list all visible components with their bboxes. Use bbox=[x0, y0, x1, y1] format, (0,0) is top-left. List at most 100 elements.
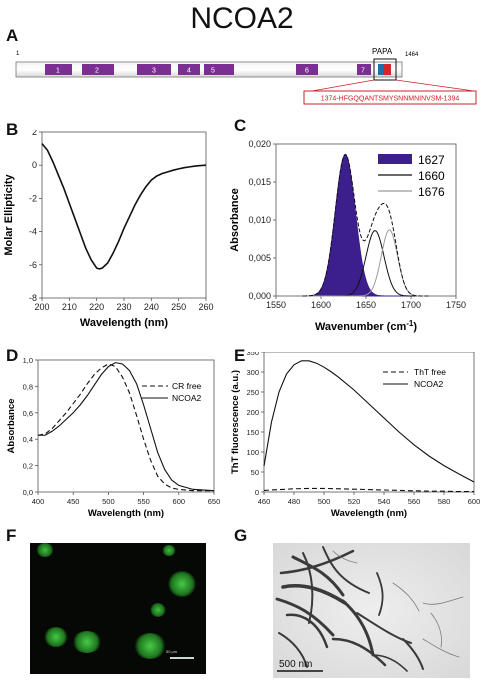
x-tick-label: 400 bbox=[32, 497, 45, 506]
x-axis-label: Wavenumber (cm-1) bbox=[315, 319, 417, 334]
plot-frame bbox=[37, 359, 215, 493]
panel-label-d: D bbox=[6, 346, 19, 365]
zoom-line-left bbox=[311, 79, 375, 92]
y-tick-label: -8 bbox=[29, 293, 37, 303]
tem-micrograph: 500 nm bbox=[273, 543, 470, 678]
x-tick-label: 1600 bbox=[311, 300, 331, 310]
series-ncoa2-line bbox=[263, 360, 475, 483]
domain-6-label: 6 bbox=[305, 68, 309, 75]
legend-label-0: ThT free bbox=[414, 367, 446, 377]
x-tick-label: 600 bbox=[468, 497, 481, 506]
series-tht-free-line bbox=[263, 487, 474, 493]
y-axis-label: Absorbance bbox=[6, 399, 17, 454]
x-tick-label: 540 bbox=[378, 497, 391, 506]
domain-4-label: 4 bbox=[187, 68, 191, 75]
x-tick-label: 1650 bbox=[356, 300, 376, 310]
x-axis-label: Wavelength (nm) bbox=[88, 508, 164, 519]
fluorescence-micrograph: 50 µm bbox=[30, 543, 206, 674]
legend-label-1: NCOA2 bbox=[172, 393, 202, 403]
domain-4 bbox=[178, 64, 200, 75]
legend-swatch-1627 bbox=[378, 154, 412, 164]
panel-label-b: B bbox=[6, 120, 19, 139]
y-tick-label: 0,000 bbox=[248, 291, 271, 301]
domain-2 bbox=[82, 64, 114, 75]
y-tick-label: -4 bbox=[29, 227, 37, 237]
legend-label-1627: 1627 bbox=[418, 153, 445, 167]
y-tick-label: 150 bbox=[246, 428, 259, 437]
y-tick-label: 1,0 bbox=[23, 356, 33, 365]
fluorescence-scale-label: 50 µm bbox=[166, 649, 178, 654]
y-tick-label: 0,0 bbox=[23, 488, 33, 497]
domain-3 bbox=[137, 64, 171, 75]
papa-box bbox=[373, 58, 397, 81]
y-tick-label: 300 bbox=[246, 368, 259, 377]
y-tick-label: 0 bbox=[255, 488, 259, 497]
x-axis-label-end: ) bbox=[413, 321, 417, 333]
x-tick-label: 520 bbox=[348, 497, 361, 506]
x-tick-label: 460 bbox=[258, 497, 271, 506]
domain-1 bbox=[45, 64, 72, 75]
domain-5 bbox=[204, 64, 234, 75]
domain-7-label: 7 bbox=[361, 68, 365, 75]
x-tick-label: 480 bbox=[288, 497, 301, 506]
domain-6 bbox=[296, 64, 318, 75]
x-axis-label-main: Wavenumber (cm bbox=[315, 321, 407, 333]
y-tick-label: -2 bbox=[29, 193, 37, 203]
figure-title: NCOA2 bbox=[190, 2, 294, 35]
y-tick-label: 200 bbox=[246, 408, 259, 417]
x-axis-label: Wavelength (nm) bbox=[80, 317, 169, 329]
x-tick-label: 580 bbox=[438, 497, 451, 506]
domain-2-label: 2 bbox=[95, 68, 99, 75]
papa-region-blue bbox=[378, 64, 383, 75]
papa-region-red bbox=[383, 64, 391, 75]
x-tick-label: 500 bbox=[318, 497, 331, 506]
x-tick-label: 600 bbox=[173, 497, 186, 506]
domain-1-label: 1 bbox=[56, 68, 60, 75]
series-cr-free-line bbox=[37, 363, 214, 492]
y-tick-label: 0,8 bbox=[23, 382, 33, 391]
end-residue-label: 1464 bbox=[405, 52, 419, 58]
x-tick-label: 240 bbox=[144, 302, 159, 312]
x-tick-label: 500 bbox=[102, 497, 115, 506]
x-tick-label: 1700 bbox=[401, 300, 421, 310]
x-tick-label: 1550 bbox=[266, 300, 286, 310]
tht-fluorescence-chart: 460 480 500 520 540 560 580 6003503002502001501… bbox=[230, 352, 481, 519]
tem-scale-label: 500 nm bbox=[279, 659, 312, 670]
y-axis-label: ThT fluorescence (a.u.) bbox=[230, 370, 241, 474]
y-tick-label: 0 bbox=[32, 160, 37, 170]
legend-label-1676: 1676 bbox=[418, 185, 445, 199]
ftir-spectrum-chart: 1550 1600 1650 1700 1750 0,020 0,015 0,010 0,005… bbox=[229, 139, 466, 334]
x-tick-label: 650 bbox=[208, 497, 221, 506]
x-tick-label: 1750 bbox=[446, 300, 466, 310]
y-tick-label: 250 bbox=[246, 388, 259, 397]
panel-label-a: A bbox=[6, 26, 19, 45]
congo-red-absorbance-chart: 400 450 500 550 600 650 1,0 0,8 0,6 0,4 0,2 0,0 Wave… bbox=[6, 356, 221, 519]
x-tick-label: 230 bbox=[116, 302, 131, 312]
y-tick-label: 0,6 bbox=[23, 409, 33, 418]
x-tick-label: 550 bbox=[137, 497, 150, 506]
x-axis-label-sup: -1 bbox=[406, 319, 414, 328]
fluorescence-scale-bar bbox=[170, 657, 194, 659]
plot-frame bbox=[41, 131, 207, 299]
x-tick-label: 200 bbox=[34, 302, 49, 312]
start-residue-label: 1 bbox=[16, 51, 20, 57]
protein-domain-schematic: 1 1 2 3 4 5 6 7 PAPA 1464 1374-HFGQQANTS… bbox=[15, 47, 477, 105]
y-tick-label: -6 bbox=[29, 260, 37, 270]
y-tick-label: 0,005 bbox=[248, 253, 271, 263]
y-tick-label: 0,2 bbox=[23, 462, 33, 471]
x-tick-label: 450 bbox=[67, 497, 80, 506]
legend-label-0: CR free bbox=[172, 381, 202, 391]
y-axis-label: Absorbance bbox=[229, 188, 241, 252]
y-tick-label: 0,4 bbox=[23, 435, 33, 444]
panel-label-g: G bbox=[234, 526, 248, 545]
cd-spectrum-line bbox=[41, 143, 207, 270]
envelope-dashed-line bbox=[303, 153, 429, 297]
y-tick-label: 0,010 bbox=[248, 215, 271, 225]
panel-label-f: F bbox=[6, 526, 17, 545]
y-tick-label: 100 bbox=[246, 448, 259, 457]
domain-3-label: 3 bbox=[152, 68, 156, 75]
x-tick-label: 260 bbox=[198, 302, 213, 312]
y-tick-label: 0,020 bbox=[248, 139, 271, 149]
domain-5-label: 5 bbox=[211, 68, 215, 75]
x-axis-label: Wavelength (nm) bbox=[331, 508, 407, 519]
